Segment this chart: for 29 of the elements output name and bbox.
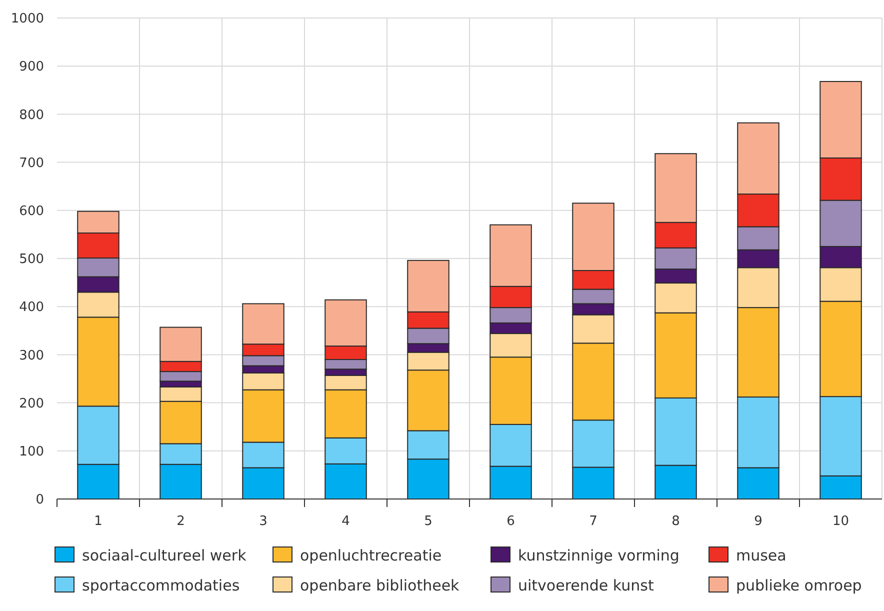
y-tick-label: 300 [19,348,44,364]
x-tick-label: 3 [259,514,268,529]
y-tick-label: 400 [19,300,44,316]
x-tick-label: 1 [94,514,102,529]
y-tick-label: 600 [19,204,44,219]
y-tick-label: 100 [19,444,44,460]
legend-label: openbare bibliotheek [300,576,460,594]
x-tick-label: 6 [506,514,515,529]
y-tick-label: 800 [19,108,44,123]
y-tick-label: 700 [19,156,44,171]
y-tick-label: 900 [19,60,44,75]
y-tick-label: 1000 [10,12,44,27]
legend-label: kunstzinnige vorming [518,546,680,564]
legend-label: uitvoerende kunst [518,576,654,594]
y-tick-label: 500 [19,252,44,268]
legend-label: musea [736,546,786,564]
legend-label: sociaal-cultureel werk [82,546,247,564]
x-tick-label: 4 [342,514,350,529]
legend-label: publieke omroep [736,576,862,594]
x-tick-label: 8 [672,514,680,529]
x-tick-label: 2 [176,514,185,529]
x-tick-label: 7 [589,514,598,529]
legend-label: openluchtrecreatie [300,546,442,564]
y-tick-label: 200 [19,396,44,412]
y-tick-label: 0 [36,492,44,508]
x-tick-label: 9 [754,514,762,529]
x-tick-label: 5 [424,514,432,529]
x-tick-label: 10 [832,514,850,529]
legend-label: sportaccommodaties [82,576,240,594]
